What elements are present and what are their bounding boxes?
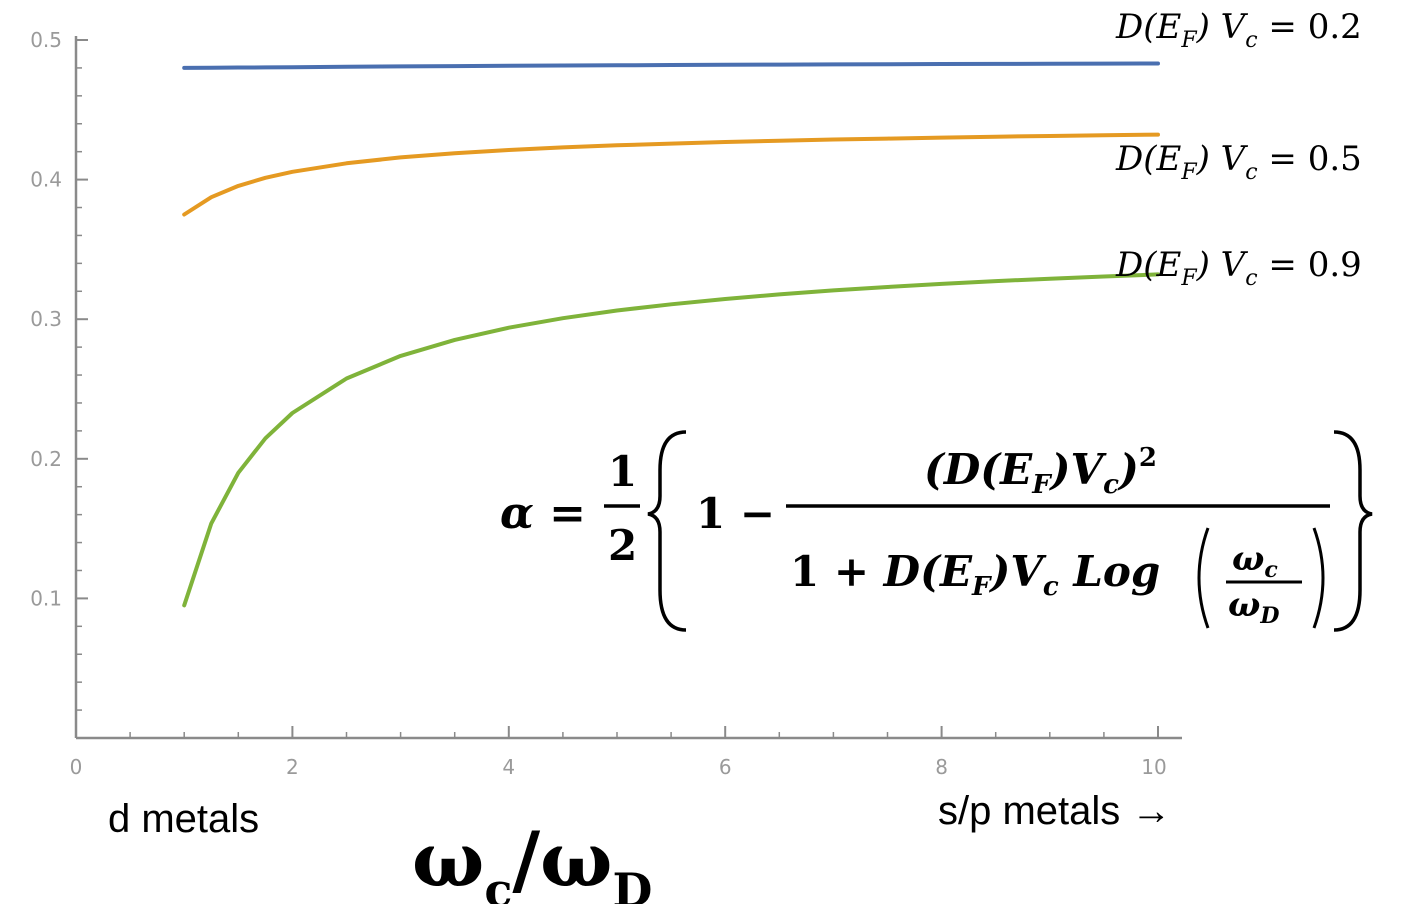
y-tick-label: 0.2 xyxy=(30,447,62,471)
series-line-2 xyxy=(182,272,1160,608)
formula-numerator: (D(EF)Vc)2 xyxy=(924,443,1157,500)
y-tick-label: 0.4 xyxy=(30,168,62,192)
x-tick-label: 6 xyxy=(719,755,732,779)
formula-denominator: 1 + D(EF)Vc Log xyxy=(790,547,1160,602)
y-tick-label: 0.5 xyxy=(30,28,62,52)
formula-alpha: α = xyxy=(500,488,586,539)
series-line-1 xyxy=(182,132,1160,217)
formula-one-minus: 1 − xyxy=(696,489,775,538)
formula-half-denominator: 2 xyxy=(608,521,637,570)
series-label-0: D(EF) Vc = 0.2 xyxy=(1115,7,1362,53)
y-tick-label: 0.3 xyxy=(30,307,62,331)
tick-labels: 0 2 4 6 8 10 0.1 0.2 0.3 0.4 0.5 xyxy=(30,28,1167,779)
axes xyxy=(74,36,1182,740)
series-label-2: D(EF) Vc = 0.9 xyxy=(1115,245,1362,291)
formula-paren-left xyxy=(1197,527,1210,629)
formula: α = 1 2 1 − (D(EF)Vc)2 1 + D(EF)Vc Log ω… xyxy=(500,430,1373,632)
series-lines xyxy=(182,61,1160,608)
series-label-1: D(EF) Vc = 0.5 xyxy=(1115,139,1362,185)
formula-paren-right xyxy=(1312,527,1325,629)
formula-omega-c: ωc xyxy=(1232,539,1278,583)
x-tick-label: 10 xyxy=(1141,755,1166,779)
ticks xyxy=(75,39,1159,739)
y-tick-label: 0.1 xyxy=(30,586,62,610)
x-tick-label: 4 xyxy=(502,755,515,779)
formula-omega-d: ωD xyxy=(1228,585,1279,629)
right-note: s/p metals → xyxy=(938,789,1171,833)
x-tick-label: 2 xyxy=(286,755,299,779)
x-axis-title: ωc/ωD xyxy=(412,815,652,904)
formula-right-brace xyxy=(1333,430,1373,632)
left-note: d metals xyxy=(108,797,259,841)
formula-half-numerator: 1 xyxy=(608,447,637,496)
x-tick-label: 0 xyxy=(70,755,83,779)
formula-left-brace xyxy=(647,430,687,632)
series-labels: D(EF) Vc = 0.2 D(EF) Vc = 0.5 D(EF) Vc =… xyxy=(1115,7,1362,291)
x-tick-label: 8 xyxy=(935,755,948,779)
series-line-0 xyxy=(182,61,1160,70)
